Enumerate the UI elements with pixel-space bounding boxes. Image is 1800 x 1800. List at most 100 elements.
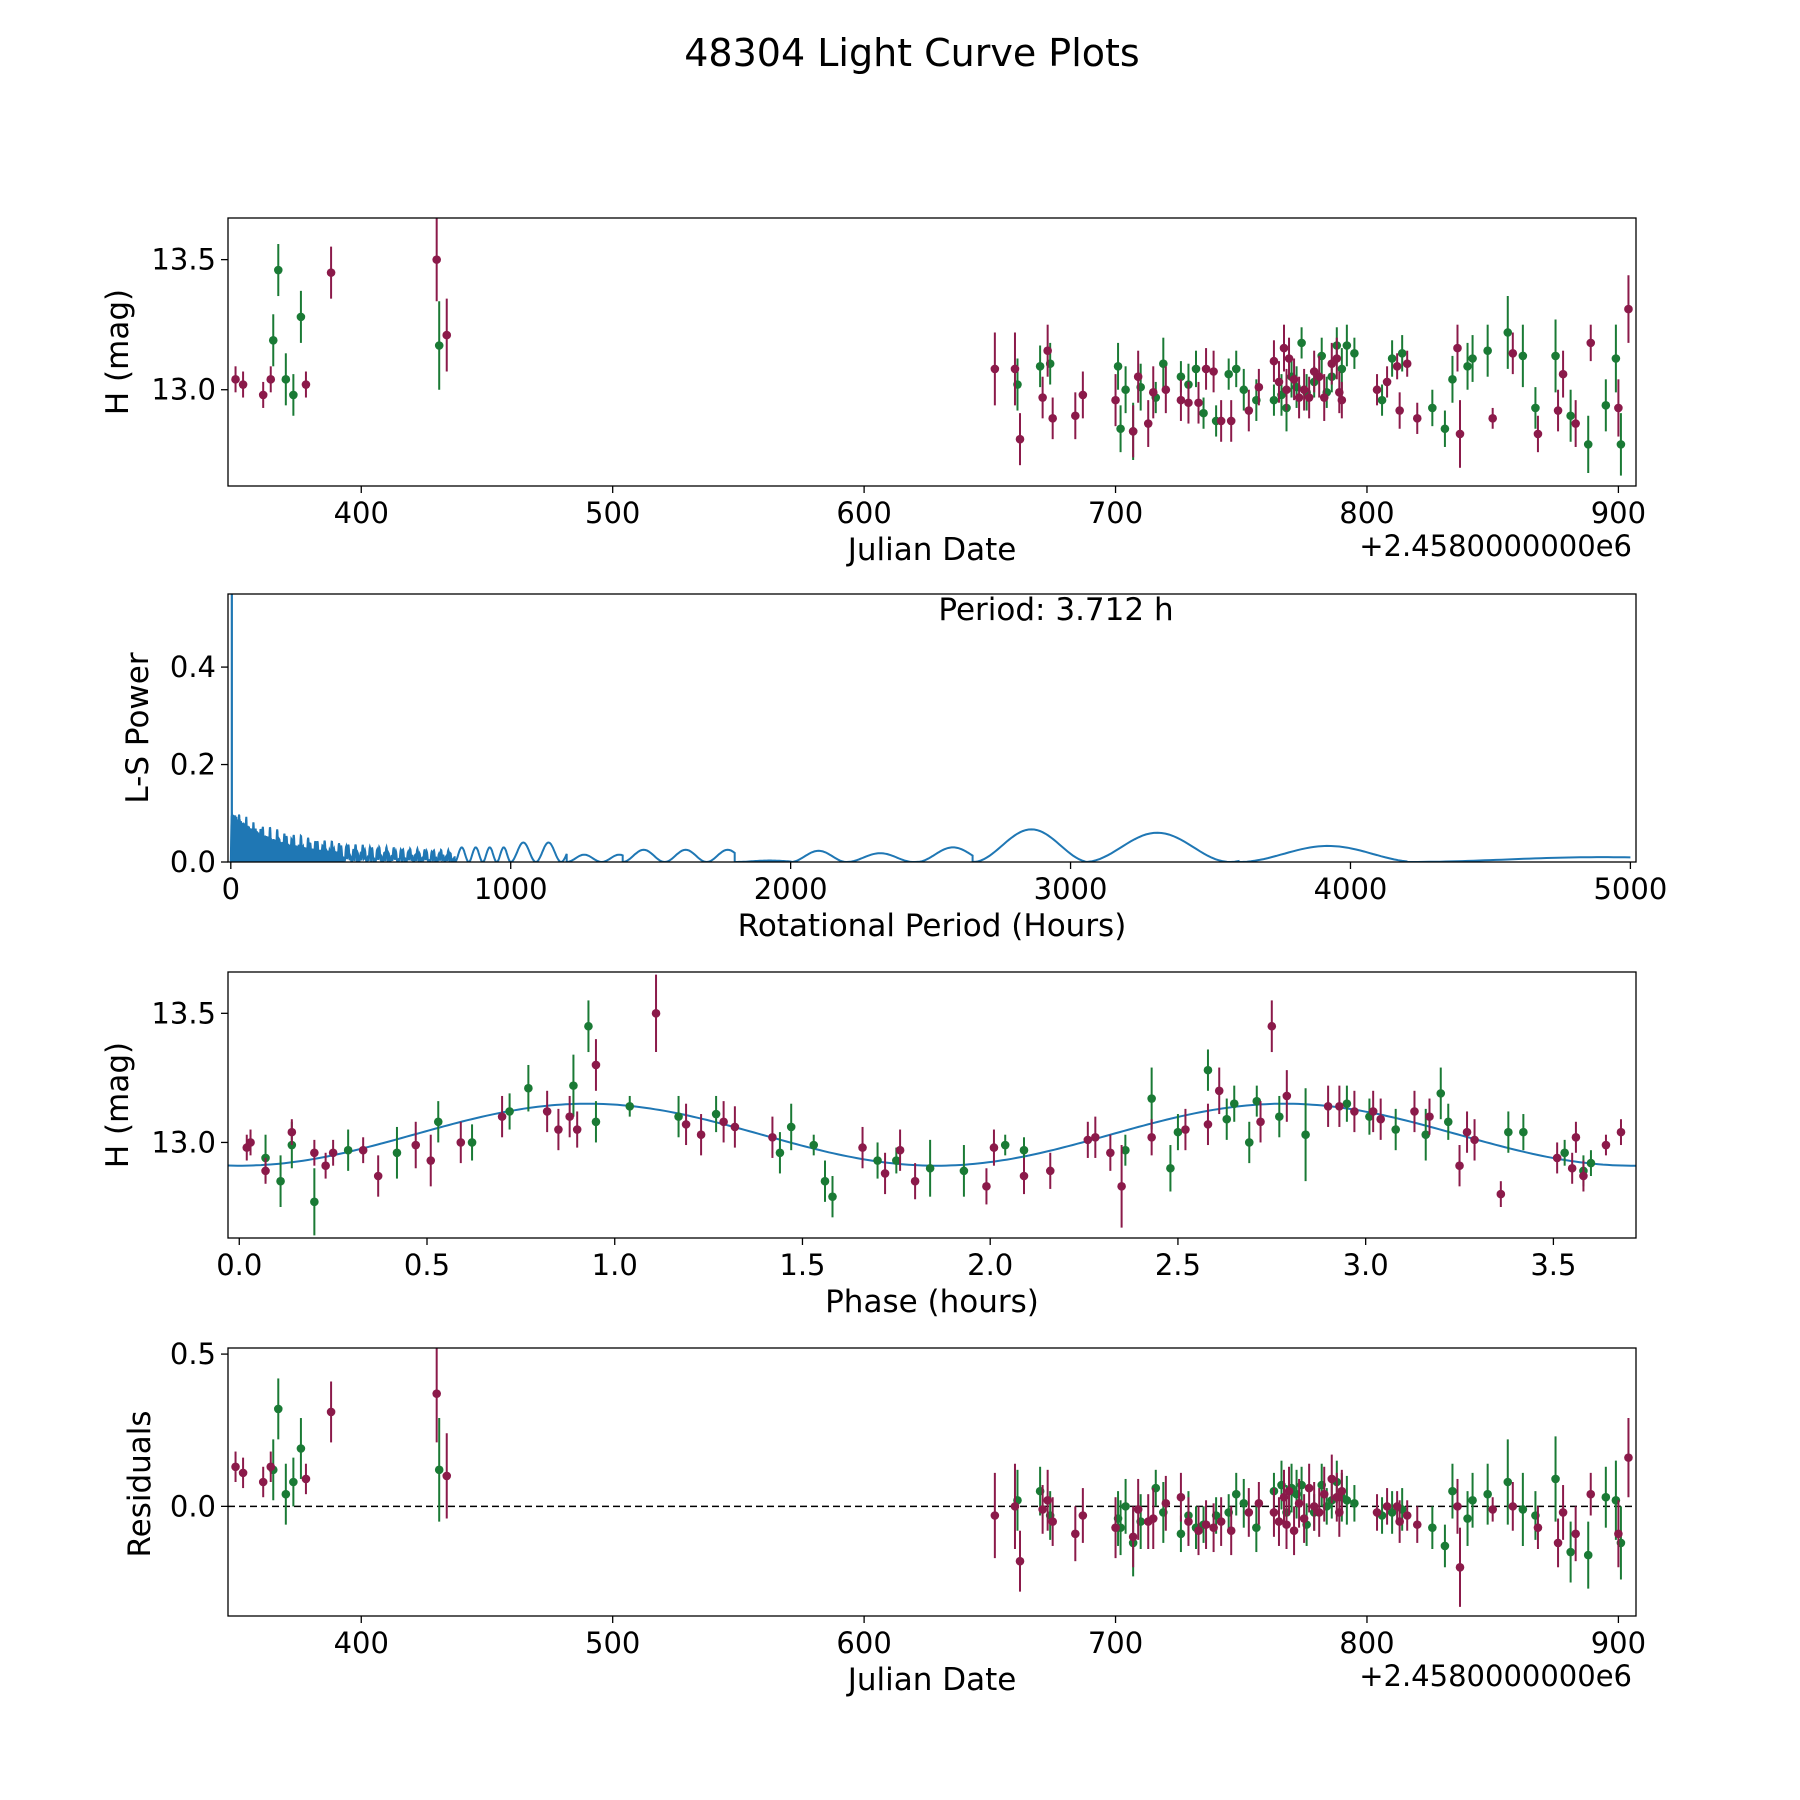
data-point-maroon xyxy=(1571,1132,1581,1142)
data-point-maroon xyxy=(1586,338,1596,348)
data-point-green xyxy=(1483,346,1492,355)
data-point-green xyxy=(343,1145,353,1155)
data-point-maroon xyxy=(1309,1502,1319,1511)
data-point-maroon xyxy=(1488,414,1497,423)
x-tick-label: 2.0 xyxy=(967,1248,1013,1282)
data-point-maroon xyxy=(1274,377,1284,387)
data-point-green xyxy=(711,1109,721,1119)
data-point-green xyxy=(1035,362,1045,371)
data-point-maroon xyxy=(1143,419,1153,428)
x-tick-label: 400 xyxy=(334,1626,389,1660)
data-point-maroon xyxy=(261,1166,270,1176)
data-point-green xyxy=(1611,354,1621,363)
x-tick-label: 3.5 xyxy=(1530,1248,1576,1282)
data-point-maroon xyxy=(1382,1502,1392,1511)
data-point-green xyxy=(775,1148,785,1158)
data-point-green xyxy=(1116,424,1125,434)
data-point-maroon xyxy=(1111,395,1120,405)
x-tick-label: 0 xyxy=(222,872,240,906)
data-point-green xyxy=(1113,362,1123,371)
data-point-maroon xyxy=(1368,1107,1378,1116)
data-point-maroon xyxy=(1402,1511,1412,1520)
data-point-green xyxy=(289,390,298,400)
y-tick-label: 0.2 xyxy=(170,748,216,782)
data-point-maroon xyxy=(1558,1508,1568,1517)
data-point-maroon xyxy=(1453,1502,1462,1511)
data-point-green xyxy=(276,1176,285,1186)
periodogram-axes-frame xyxy=(227,593,1637,863)
data-point-maroon xyxy=(1412,1520,1422,1529)
data-point-maroon xyxy=(1015,1556,1025,1566)
data-point-green xyxy=(1229,1099,1239,1109)
x-tick-label: 400 xyxy=(334,496,389,530)
data-point-green xyxy=(1519,1127,1528,1137)
data-point-maroon xyxy=(1579,1171,1588,1181)
data-point-green xyxy=(1269,395,1279,405)
data-point-maroon xyxy=(895,1145,905,1155)
x-tick-label: 800 xyxy=(1339,1626,1394,1660)
data-point-maroon xyxy=(1571,419,1580,428)
data-point-maroon xyxy=(456,1138,466,1147)
data-point-maroon xyxy=(301,380,311,389)
residuals-offset-label: +2.4580000000e6 xyxy=(1359,1659,1632,1693)
data-point-maroon xyxy=(1161,1499,1171,1508)
data-point-maroon xyxy=(1304,1483,1314,1493)
data-point-green xyxy=(1350,1499,1359,1508)
data-point-maroon xyxy=(266,375,276,384)
data-point-maroon xyxy=(1048,414,1057,423)
x-tick-label: 0.0 xyxy=(216,1248,262,1282)
data-point-maroon xyxy=(1284,1486,1294,1496)
data-point-maroon xyxy=(1161,385,1171,395)
data-point-maroon xyxy=(1254,382,1264,392)
data-point-green xyxy=(892,1156,901,1165)
data-point-green xyxy=(828,1192,837,1201)
data-point-green xyxy=(467,1138,477,1147)
data-point-maroon xyxy=(1038,393,1047,402)
data-point-green xyxy=(1463,1514,1472,1523)
residuals-panel: 400 500 600 700 800 900 0.0 0.5 Julian Date Res… xyxy=(122,1337,1646,1698)
data-point-maroon xyxy=(1201,1520,1211,1529)
data-point-maroon xyxy=(1148,388,1158,397)
data-point-green xyxy=(1377,395,1387,405)
data-point-maroon xyxy=(1402,359,1412,369)
data-point-green xyxy=(1583,1550,1593,1560)
data-point-green xyxy=(1342,341,1352,350)
data-point-maroon xyxy=(990,364,1000,374)
data-point-maroon xyxy=(1395,406,1404,415)
data-point-maroon xyxy=(1256,1117,1265,1127)
data-point-maroon xyxy=(1376,1114,1385,1124)
data-point-green xyxy=(1503,328,1513,337)
data-point-green xyxy=(1551,351,1560,361)
data-point-green xyxy=(873,1156,882,1165)
data-point-maroon xyxy=(1226,1526,1236,1536)
data-point-maroon xyxy=(1010,1502,1020,1511)
data-point-green xyxy=(1191,364,1201,374)
data-point-green xyxy=(1239,1499,1249,1508)
data-point-maroon xyxy=(1216,1517,1226,1526)
data-point-maroon xyxy=(1128,427,1138,436)
data-point-green xyxy=(1176,1529,1186,1539)
data-point-green xyxy=(1121,1145,1130,1155)
data-point-maroon xyxy=(719,1117,728,1127)
data-point-green xyxy=(1121,1502,1130,1511)
data-point-green xyxy=(1518,351,1528,361)
data-point-maroon xyxy=(1269,356,1279,366)
data-point-maroon xyxy=(1614,1529,1623,1539)
data-point-green xyxy=(1583,440,1593,449)
data-point-maroon xyxy=(1558,369,1568,379)
data-point-maroon xyxy=(1332,354,1342,363)
data-point-maroon xyxy=(990,1511,1000,1520)
data-point-green xyxy=(1468,354,1477,363)
y-tick-label: 0.0 xyxy=(170,1489,216,1523)
data-point-green xyxy=(392,1148,402,1158)
periodogram-panel: 0 1000 2000 3000 4000 5000 0.0 0.2 0.4 Period: 3… xyxy=(120,592,1667,944)
data-point-green xyxy=(1342,1099,1352,1109)
data-point-green xyxy=(1337,364,1347,374)
residuals-ticks: 400 500 600 700 800 900 0.0 0.5 xyxy=(170,1337,1646,1660)
data-point-maroon xyxy=(1372,385,1382,395)
data-point-maroon xyxy=(768,1132,777,1142)
data-point-maroon xyxy=(1010,364,1020,374)
data-point-maroon xyxy=(1553,1538,1563,1548)
x-tick-label: 1.0 xyxy=(592,1248,638,1282)
data-point-maroon xyxy=(1214,1086,1224,1096)
